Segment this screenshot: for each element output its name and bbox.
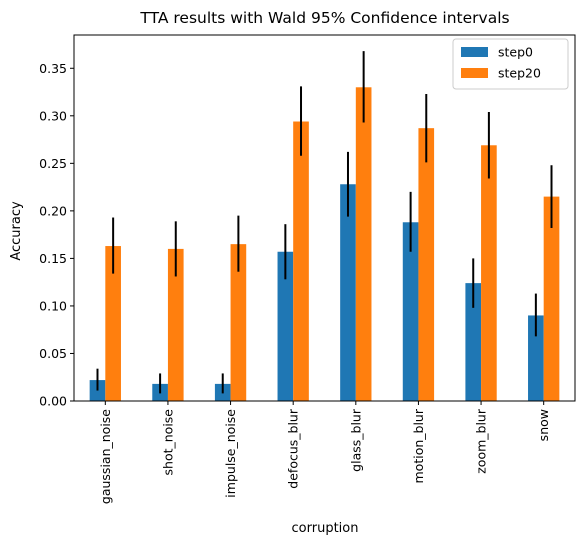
bar-step0-snow	[528, 315, 544, 401]
bar-step20-zoom_blur	[481, 145, 497, 401]
legend: step0 step20	[452, 38, 569, 90]
bar-step0-glass_blur	[340, 184, 356, 401]
plot-area	[89, 51, 560, 402]
legend-label-step0: step0	[498, 45, 533, 60]
bar-step20-glass_blur	[355, 87, 372, 402]
y-tick-label: 0.25	[39, 156, 67, 171]
plot-frame	[73, 34, 576, 402]
x-axis-label: corruption	[292, 521, 359, 536]
bar-step20-motion_blur	[418, 128, 435, 401]
x-tick-label: glass_blur	[348, 408, 363, 472]
x-tick-label: impulse_noise	[223, 409, 238, 498]
y-tick-label: 0.10	[39, 298, 67, 313]
x-tick-label: gaussian_noise	[98, 409, 113, 504]
bar-step20-defocus_blur	[293, 121, 309, 401]
y-axis: 0.00 0.05 0.10 0.15 0.20 0.25 0.30 0.35	[39, 61, 74, 409]
y-tick-label: 0.05	[39, 346, 67, 361]
y-tick-label: 0.35	[39, 61, 67, 76]
x-tick-label: motion_blur	[411, 408, 426, 483]
x-tick-label: defocus_blur	[286, 408, 301, 489]
bar-step20-snow	[543, 196, 560, 401]
bar-step20-gaussian_noise	[105, 246, 121, 401]
y-tick-label: 0.30	[39, 108, 67, 123]
bar-step20-impulse_noise	[230, 244, 247, 401]
bar-step0-motion_blur	[402, 222, 419, 401]
x-axis: gaussian_noise shot_noise impulse_noise def…	[98, 401, 551, 504]
y-tick-label: 0.20	[39, 203, 67, 218]
x-tick-label: zoom_blur	[474, 408, 489, 474]
y-axis-label: Accuracy	[9, 201, 24, 261]
chart-title: TTA results with Wald 95% Confidence int…	[139, 9, 509, 27]
x-tick-label: snow	[536, 409, 551, 441]
bar-step20-shot_noise	[167, 248, 184, 401]
legend-swatch-step0	[461, 47, 488, 57]
y-tick-label: 0.15	[39, 251, 67, 266]
bar-step0-zoom_blur	[465, 283, 482, 401]
legend-swatch-step20	[461, 68, 488, 78]
bar-step0-defocus_blur	[277, 251, 294, 401]
legend-label-step20: step20	[498, 66, 541, 81]
y-tick-label: 0.00	[39, 394, 67, 409]
x-tick-label: shot_noise	[160, 409, 175, 476]
